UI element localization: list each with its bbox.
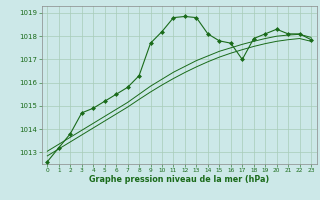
X-axis label: Graphe pression niveau de la mer (hPa): Graphe pression niveau de la mer (hPa) xyxy=(89,175,269,184)
